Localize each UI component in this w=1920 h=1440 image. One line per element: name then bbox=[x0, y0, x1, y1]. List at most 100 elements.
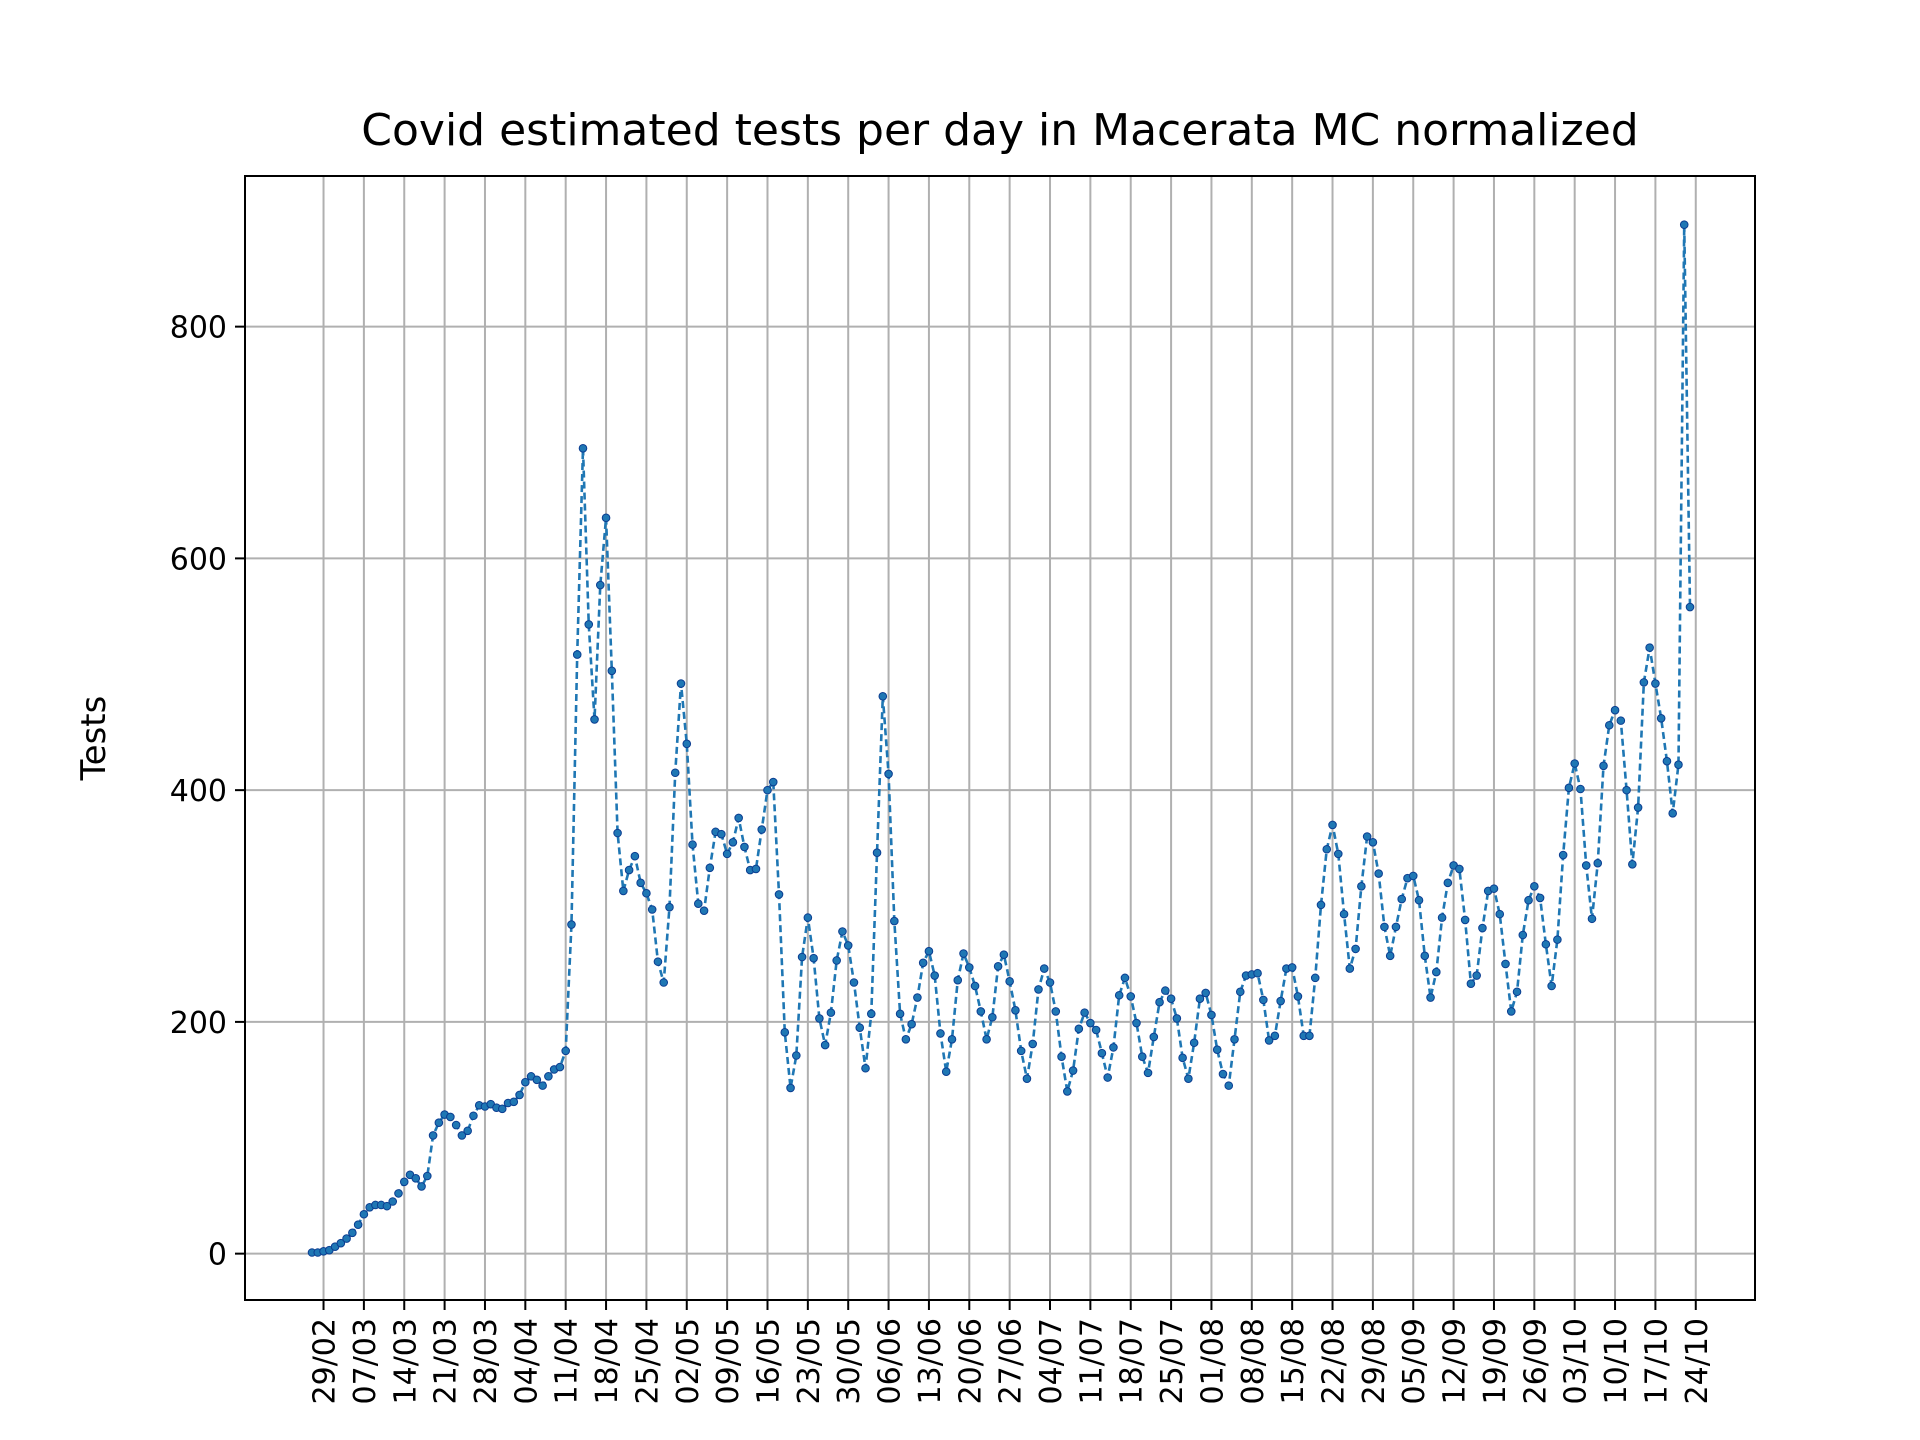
data-point bbox=[613, 828, 622, 838]
data-point bbox=[1391, 922, 1401, 932]
data-point bbox=[1460, 915, 1470, 925]
data-point bbox=[521, 1077, 530, 1087]
data-point bbox=[1385, 951, 1395, 961]
data-point bbox=[815, 1014, 824, 1023]
data-point bbox=[348, 1228, 357, 1238]
data-point bbox=[734, 813, 743, 823]
data-point bbox=[624, 865, 634, 875]
data-point bbox=[1506, 1007, 1516, 1016]
data-point bbox=[342, 1234, 351, 1243]
data-point bbox=[699, 906, 709, 915]
data-point bbox=[659, 978, 669, 987]
data-point bbox=[1339, 909, 1349, 919]
data-point bbox=[1599, 761, 1608, 771]
x-tick-label: 04/07 bbox=[1034, 1318, 1069, 1404]
data-point bbox=[1195, 994, 1205, 1004]
data-point bbox=[601, 513, 611, 523]
data-point bbox=[1558, 850, 1568, 860]
data-point bbox=[1633, 803, 1643, 812]
data-point bbox=[1662, 756, 1672, 766]
data-point bbox=[780, 1028, 790, 1037]
data-point bbox=[895, 1009, 905, 1019]
data-point bbox=[1126, 992, 1136, 1001]
data-point bbox=[336, 1238, 346, 1248]
data-point bbox=[1443, 878, 1453, 888]
x-tick-label: 02/05 bbox=[671, 1318, 706, 1404]
data-point bbox=[855, 1023, 865, 1032]
data-point bbox=[1668, 809, 1677, 818]
data-point bbox=[1495, 909, 1505, 919]
data-point bbox=[1184, 1074, 1193, 1083]
data-point bbox=[913, 993, 922, 1002]
data-point bbox=[1305, 1031, 1314, 1041]
data-point bbox=[1639, 678, 1649, 687]
data-point bbox=[930, 971, 939, 980]
data-point bbox=[1057, 1052, 1066, 1061]
data-point bbox=[890, 916, 899, 926]
x-tick-label: 17/10 bbox=[1639, 1318, 1674, 1404]
data-point bbox=[590, 715, 599, 724]
data-point bbox=[1097, 1048, 1107, 1058]
data-point bbox=[970, 981, 980, 991]
x-tick-label: 25/04 bbox=[630, 1318, 665, 1404]
data-point bbox=[434, 1118, 444, 1128]
data-point bbox=[1051, 1007, 1061, 1016]
data-point bbox=[572, 650, 582, 659]
data-point bbox=[359, 1209, 369, 1219]
grid-layer bbox=[245, 176, 1755, 1300]
data-point bbox=[901, 1034, 911, 1044]
data-point bbox=[1489, 884, 1499, 893]
data-point bbox=[820, 1040, 830, 1050]
data-point bbox=[1235, 987, 1245, 997]
data-point bbox=[757, 825, 767, 834]
data-point bbox=[538, 1081, 547, 1090]
data-point bbox=[532, 1075, 542, 1085]
plot-frame bbox=[244, 175, 1756, 1301]
data-point bbox=[1685, 602, 1695, 612]
data-point bbox=[826, 1008, 836, 1017]
data-point bbox=[1016, 1046, 1026, 1056]
x-tick-label: 29/08 bbox=[1357, 1318, 1392, 1404]
x-tick-label: 15/08 bbox=[1276, 1318, 1311, 1404]
data-point bbox=[1011, 1006, 1020, 1015]
x-tick-label: 28/03 bbox=[469, 1318, 504, 1404]
data-point bbox=[728, 837, 738, 847]
data-point bbox=[497, 1104, 507, 1114]
data-point bbox=[843, 941, 853, 950]
data-point bbox=[670, 768, 680, 778]
data-point bbox=[1316, 900, 1326, 910]
data-point bbox=[1212, 1045, 1222, 1055]
data-point bbox=[1022, 1074, 1032, 1083]
data-point bbox=[561, 1046, 570, 1056]
data-point bbox=[1420, 951, 1430, 961]
y-tick-label: 0 bbox=[208, 1238, 227, 1273]
x-tick-label: 24/10 bbox=[1680, 1318, 1715, 1404]
x-tick-label: 11/04 bbox=[550, 1318, 585, 1404]
data-point bbox=[1541, 939, 1551, 949]
y-tick-label: 400 bbox=[170, 774, 227, 809]
x-tick-label: 18/07 bbox=[1115, 1318, 1150, 1404]
data-point bbox=[1161, 986, 1170, 995]
data-point bbox=[964, 963, 974, 972]
x-tick-label: 19/09 bbox=[1478, 1318, 1513, 1404]
data-point bbox=[1616, 716, 1626, 725]
data-point bbox=[1426, 993, 1435, 1002]
data-point bbox=[838, 927, 847, 936]
data-point bbox=[676, 679, 686, 688]
data-point bbox=[1287, 963, 1297, 972]
data-point bbox=[993, 961, 1003, 971]
data-point bbox=[1114, 990, 1124, 1000]
data-point bbox=[1501, 959, 1510, 969]
data-point bbox=[515, 1090, 524, 1100]
data-point bbox=[1166, 994, 1176, 1004]
data-point bbox=[1322, 844, 1332, 854]
data-point bbox=[584, 620, 594, 629]
data-point bbox=[1518, 930, 1528, 940]
data-point bbox=[382, 1201, 392, 1211]
data-point bbox=[1593, 858, 1603, 868]
data-point bbox=[1201, 988, 1210, 998]
data-point bbox=[803, 913, 813, 922]
data-point bbox=[1570, 759, 1579, 768]
data-point bbox=[1374, 869, 1383, 878]
x-tick-label: 05/09 bbox=[1397, 1318, 1432, 1404]
